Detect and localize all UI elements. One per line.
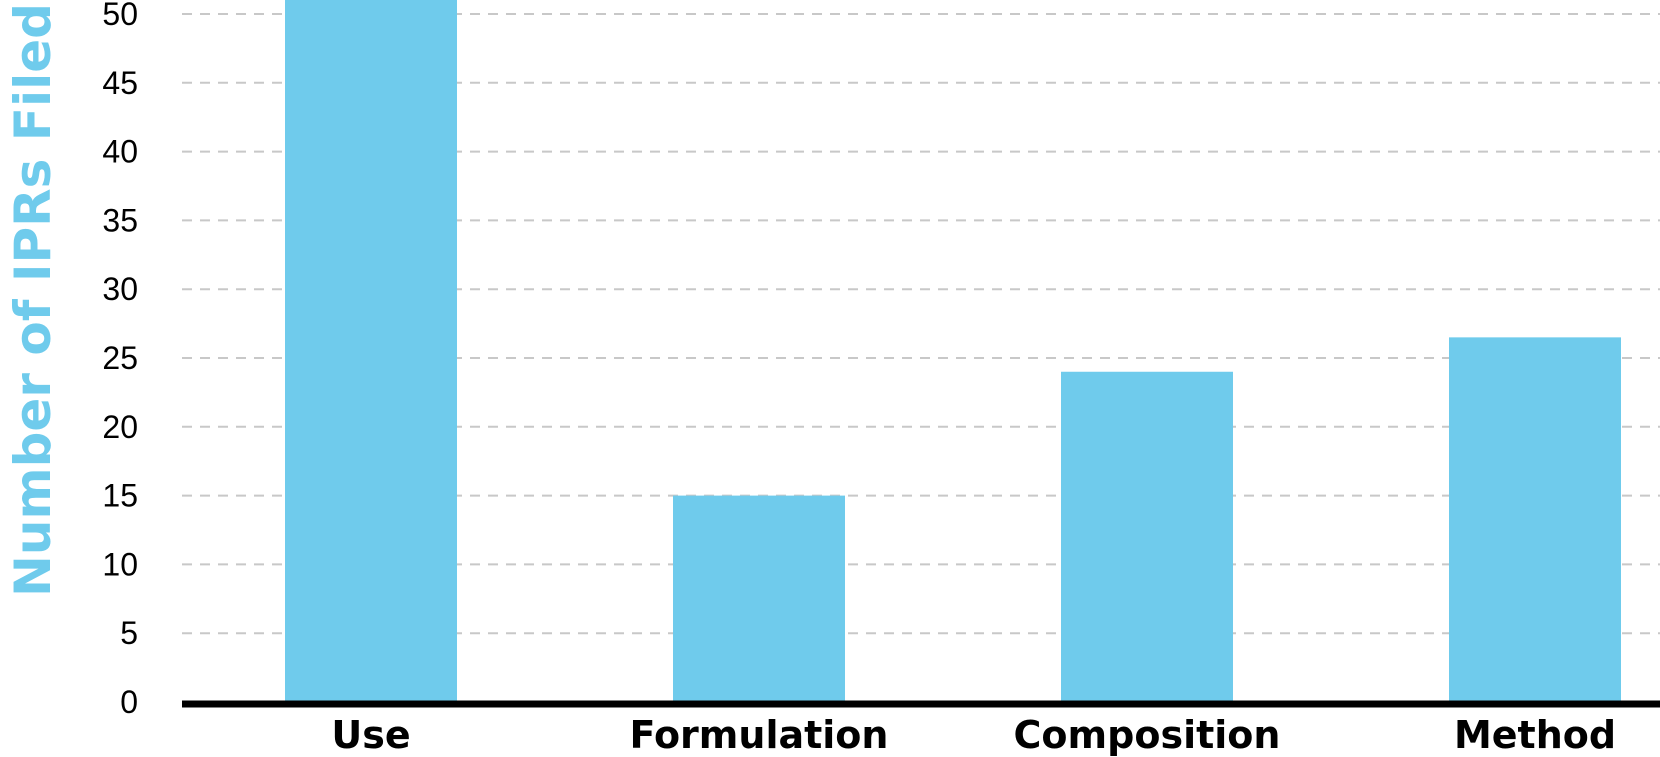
y-tick-label: 20 (102, 409, 138, 445)
x-tick-label: Method (1454, 713, 1616, 757)
y-tick-label: 15 (102, 478, 138, 514)
y-tick-label: 35 (102, 202, 138, 238)
x-axis-ticks: Use Formulation Composition Method (331, 713, 1616, 757)
y-tick-label: 10 (102, 546, 138, 582)
y-tick-label: 0 (120, 684, 138, 720)
y-tick-label: 30 (102, 271, 138, 307)
gridlines (182, 13, 1660, 635)
x-tick-label: Composition (1014, 713, 1281, 757)
bars (285, 0, 1621, 702)
x-tick-label: Use (331, 713, 410, 757)
bar-use (285, 0, 457, 702)
y-tick-label: 40 (102, 134, 138, 170)
bar-method (1449, 337, 1621, 702)
y-axis-ticks: 0 5 10 15 20 25 30 35 40 45 50 (102, 0, 138, 720)
y-tick-label: 50 (102, 0, 138, 32)
x-tick-label: Formulation (630, 713, 889, 757)
bar-formulation (673, 495, 845, 702)
y-tick-label: 5 (120, 615, 138, 651)
y-tick-label: 45 (102, 65, 138, 101)
y-axis-label: Number of IPRs Filed (4, 3, 62, 597)
bar-composition (1061, 371, 1233, 702)
y-tick-label: 25 (102, 340, 138, 376)
